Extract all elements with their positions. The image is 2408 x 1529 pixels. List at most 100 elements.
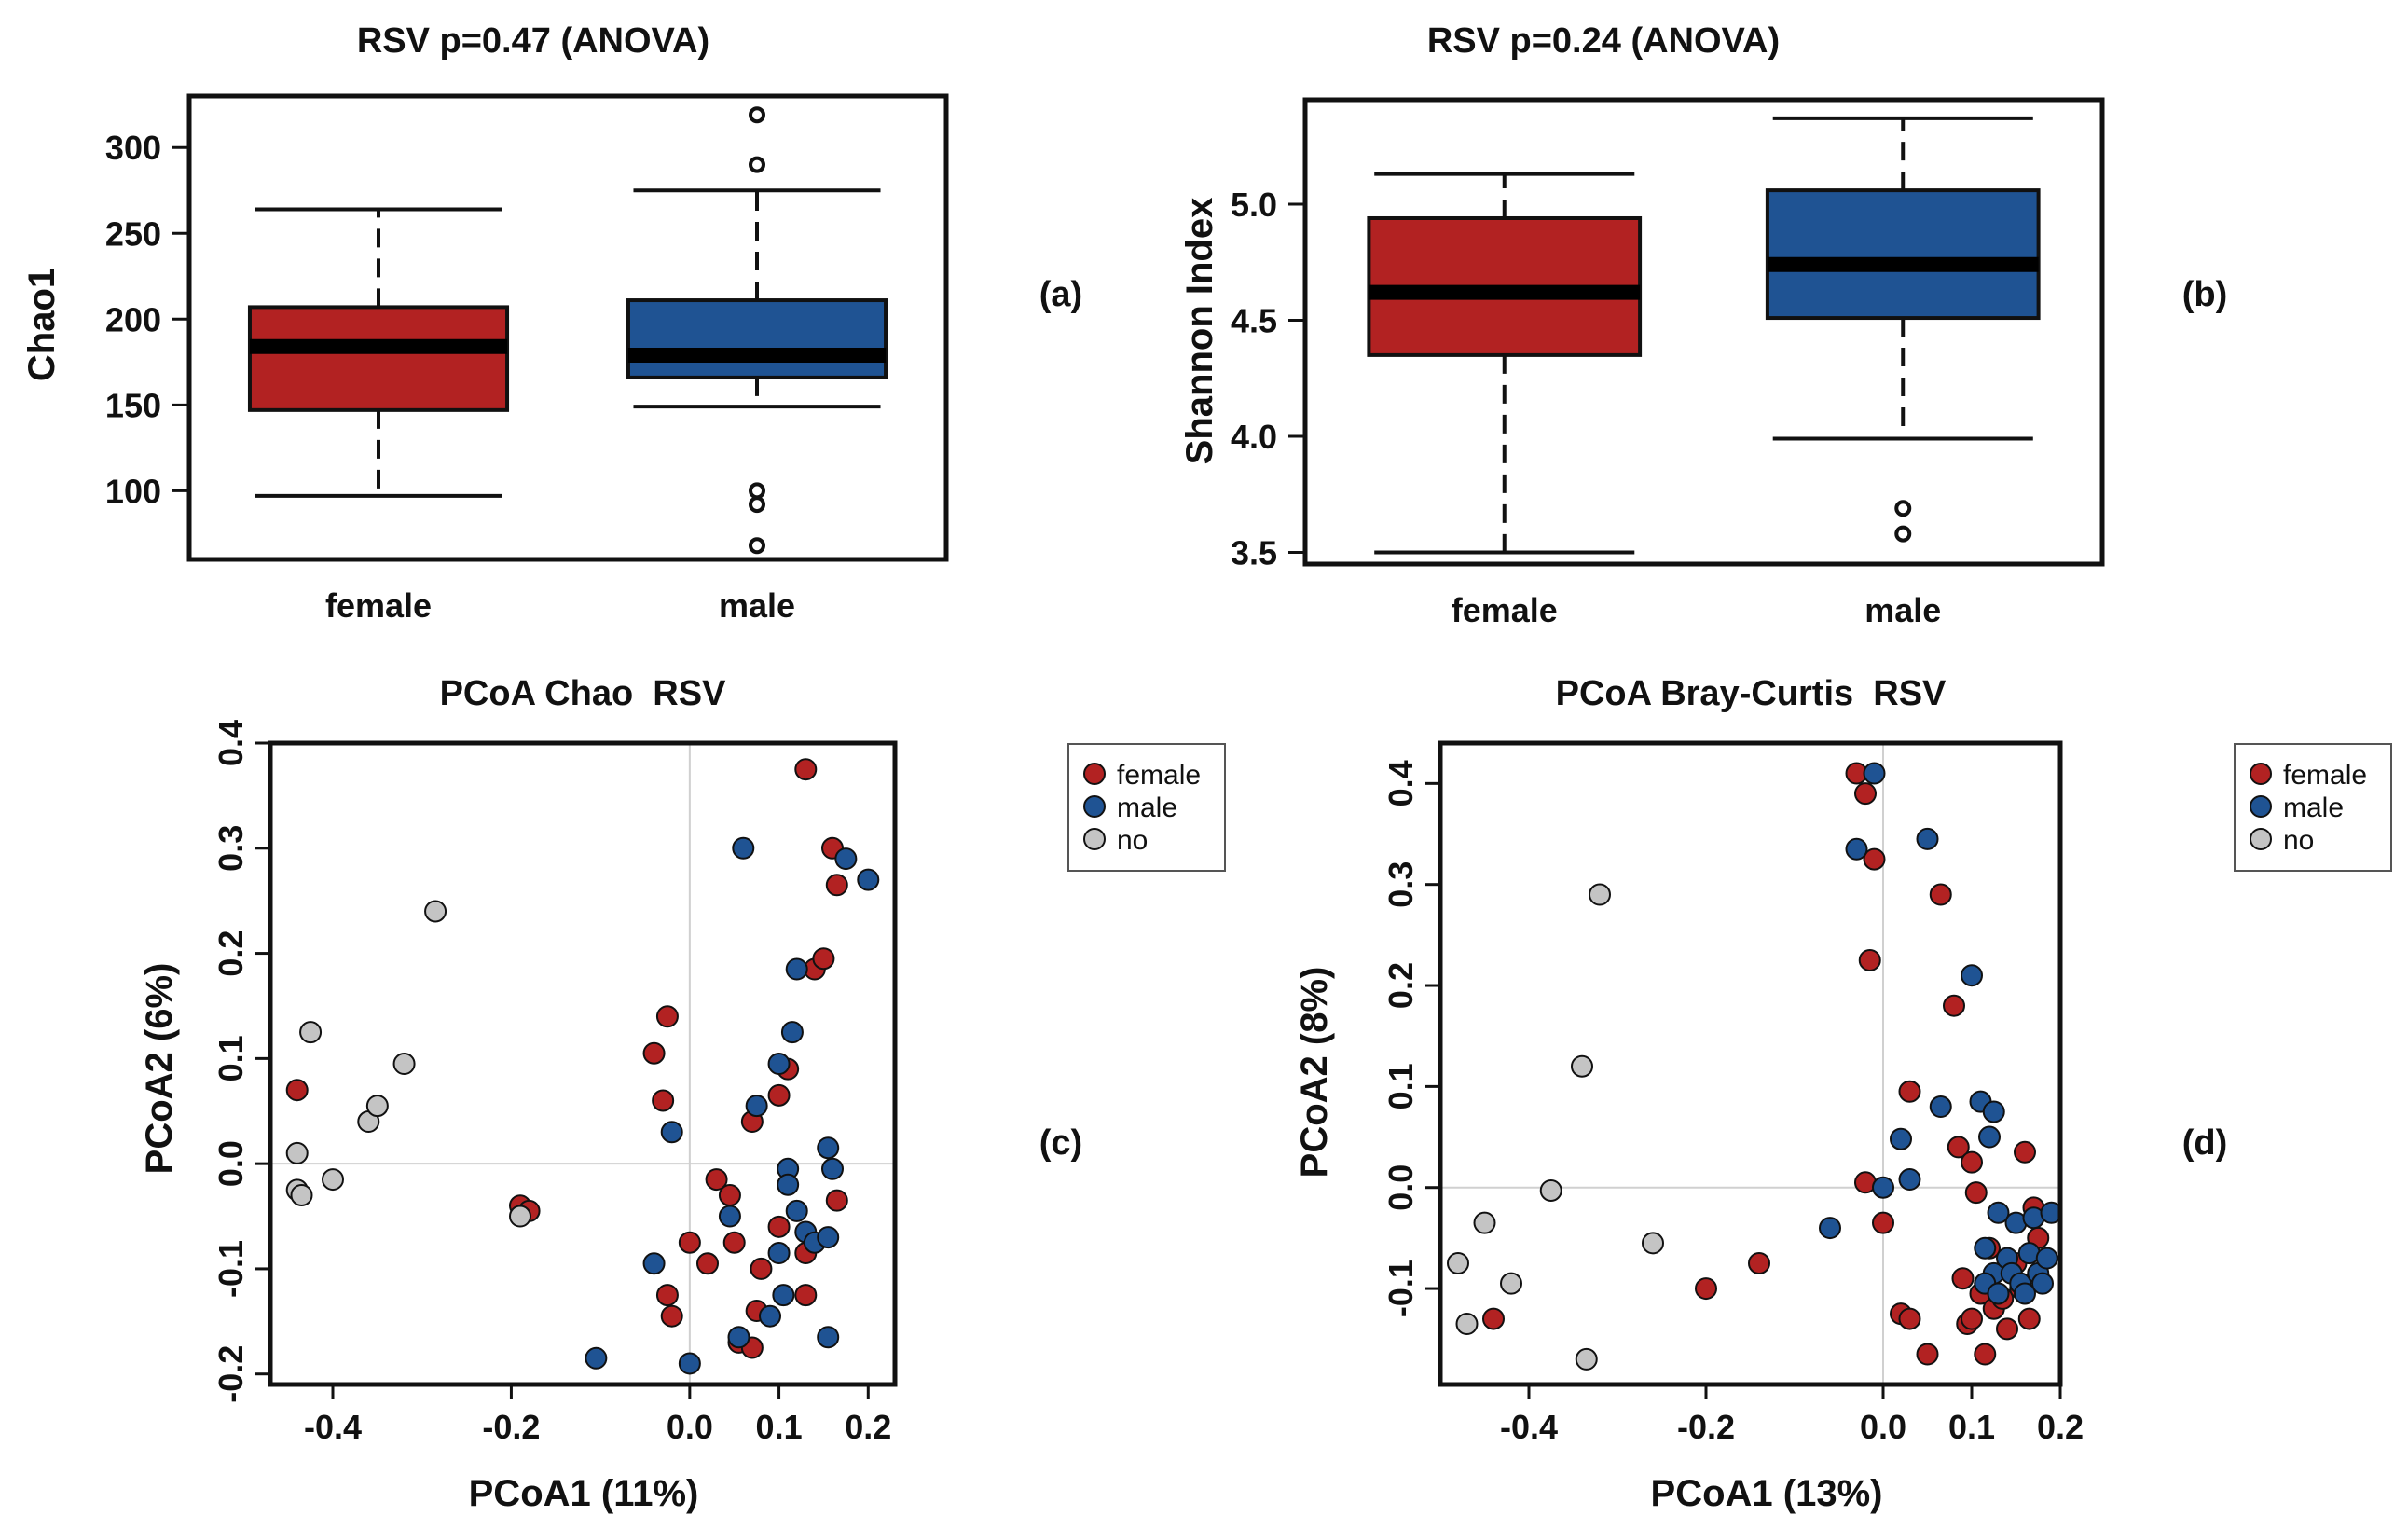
panel-3-point-male xyxy=(2014,1282,2036,1305)
panel-a-tag: (a) xyxy=(1039,275,1082,314)
panel-2-point-female xyxy=(642,1041,666,1065)
panel-3-point-female xyxy=(1961,1150,1983,1174)
panel-3-legend-marker-no xyxy=(2250,828,2272,850)
panel-2-point-no xyxy=(299,1021,323,1044)
panel-1-male-outlier xyxy=(1894,525,1912,543)
panel-3-point-male xyxy=(2031,1272,2054,1295)
panel-3-point-no xyxy=(1589,883,1611,906)
panel-0-y-tick-label: 300 xyxy=(105,129,161,167)
panel-3-point-female xyxy=(1974,1343,1997,1366)
panel-0-y-tick-label: 100 xyxy=(105,472,161,510)
panel-2-point-female xyxy=(696,1252,719,1275)
panel-2-point-male xyxy=(745,1095,768,1118)
panel-2-point-male xyxy=(767,1053,791,1075)
panel-3-y-tick-label: 0.0 xyxy=(1382,1164,1420,1211)
panel-3-y-tick-label: 0.3 xyxy=(1382,861,1420,908)
panel-2-point-female xyxy=(750,1257,773,1280)
panel-1-male-outlier xyxy=(1894,500,1912,517)
panel-2-point-male xyxy=(785,957,808,981)
panel-2-point-female xyxy=(655,1005,679,1028)
panel-2-x-tick-label: 0.1 xyxy=(756,1408,803,1446)
panel-3-point-male xyxy=(1987,1282,2010,1305)
panel-3-point-male xyxy=(1863,762,1886,785)
panel-2-point-female xyxy=(655,1284,679,1307)
panel-2-point-female xyxy=(652,1089,675,1112)
panel-3-y-tick-label: 0.4 xyxy=(1382,760,1420,806)
panel-3-point-female xyxy=(1854,782,1877,806)
panel-b-tag: (b) xyxy=(2182,275,2228,314)
panel-c-tag: (c) xyxy=(1039,1123,1082,1163)
panel-3-legend-label-no: no xyxy=(2283,825,2314,856)
panel-3-point-female xyxy=(2014,1140,2036,1164)
panel-3-point-male xyxy=(1961,964,1983,987)
panel-2-point-male xyxy=(821,1157,844,1180)
panel-1-female-category-label: female xyxy=(1452,591,1558,629)
panel-2-y-tick-label: 0.3 xyxy=(212,825,250,872)
panel-0-y-tick-label: 250 xyxy=(105,214,161,253)
panel-3-x-tick-label: -0.2 xyxy=(1677,1408,1735,1446)
panel-0-frame xyxy=(186,93,949,562)
panel-3-point-no xyxy=(1447,1251,1469,1274)
panel-3-point-female xyxy=(1961,1307,1983,1330)
panel-3-point-female xyxy=(1858,948,1881,971)
panel-2-point-male xyxy=(718,1205,741,1228)
panel-c-xlabel: PCoA1 (11%) xyxy=(469,1473,699,1514)
panel-1-male-box xyxy=(1765,188,2041,321)
panel-2-point-female xyxy=(794,758,818,781)
panel-1-y-tick-label: 5.0 xyxy=(1231,186,1277,224)
panel-b-title: RSV p=0.24 (ANOVA) xyxy=(1427,21,1780,61)
panel-0-y-tick-label: 150 xyxy=(105,386,161,424)
panel-3-point-female xyxy=(1898,1080,1921,1103)
panel-d-ylabel: PCoA2 (8%) xyxy=(1294,967,1335,1178)
panel-2-point-male xyxy=(817,1326,840,1349)
panel-2-point-male xyxy=(660,1121,683,1144)
panel-3-point-female xyxy=(1695,1277,1717,1301)
panel-3-point-female xyxy=(2017,1307,2041,1330)
panel-2-point-no xyxy=(290,1183,313,1206)
panel-3-point-male xyxy=(1872,1176,1894,1199)
panel-3-point-no xyxy=(1575,1347,1598,1371)
panel-0-male-outlier xyxy=(749,496,765,514)
panel-3-point-female xyxy=(1943,994,1965,1017)
panel-2-legend-marker-female xyxy=(1083,763,1106,785)
panel-2-point-male xyxy=(727,1326,750,1349)
panel-a-ylabel: Chao1 xyxy=(21,268,62,381)
panel-2-point-female xyxy=(718,1183,741,1206)
panel-d-tag: (d) xyxy=(2182,1123,2228,1163)
panel-3-point-male xyxy=(2035,1247,2058,1270)
panel-3-point-male xyxy=(1890,1127,1912,1150)
panel-3-x-tick-label: -0.4 xyxy=(1500,1408,1558,1446)
panel-3-point-female xyxy=(1929,883,1952,906)
panel-2-point-male xyxy=(642,1252,666,1275)
panel-3-point-no xyxy=(1455,1312,1479,1335)
panel-2-point-male xyxy=(834,847,858,871)
panel-2-point-male xyxy=(780,1021,804,1044)
panel-1-male-category-label: male xyxy=(1864,591,1941,629)
panel-2-point-male xyxy=(785,1199,808,1222)
panel-3-point-female xyxy=(1916,1343,1939,1366)
panel-2-point-female xyxy=(825,874,848,897)
panel-2-point-no xyxy=(424,900,447,923)
panel-2-x-tick-label: 0.0 xyxy=(667,1408,713,1446)
panel-3-point-female xyxy=(1482,1307,1505,1330)
panel-2-point-male xyxy=(678,1352,701,1375)
panel-2-y-tick-label: 0.1 xyxy=(212,1035,250,1081)
panel-0-y-tick-label: 200 xyxy=(105,300,161,338)
panel-c-ylabel: PCoA2 (6%) xyxy=(139,963,180,1175)
panel-2-point-male xyxy=(732,836,755,860)
panel-3-point-female xyxy=(1951,1267,1975,1290)
panel-2-y-tick-label: 0.2 xyxy=(212,930,250,977)
panel-2-y-tick-label: -0.1 xyxy=(212,1240,250,1298)
panel-d-title: PCoA Bray-Curtis RSV xyxy=(1556,674,1947,713)
panel-2-point-no xyxy=(285,1141,309,1164)
panel-3-point-no xyxy=(1539,1178,1562,1202)
panel-0-male-category-label: male xyxy=(719,586,795,625)
panel-0-female-box xyxy=(247,305,510,412)
panel-3-y-tick-label: 0.1 xyxy=(1382,1063,1420,1109)
panel-3-point-male xyxy=(1898,1168,1921,1192)
panel-3-legend-label-male: male xyxy=(2283,792,2344,823)
panel-3-point-female xyxy=(1947,1136,1970,1159)
panel-1-y-tick-label: 4.0 xyxy=(1231,418,1277,456)
panel-2-point-female xyxy=(285,1079,309,1102)
panel-2-point-no xyxy=(509,1205,531,1228)
